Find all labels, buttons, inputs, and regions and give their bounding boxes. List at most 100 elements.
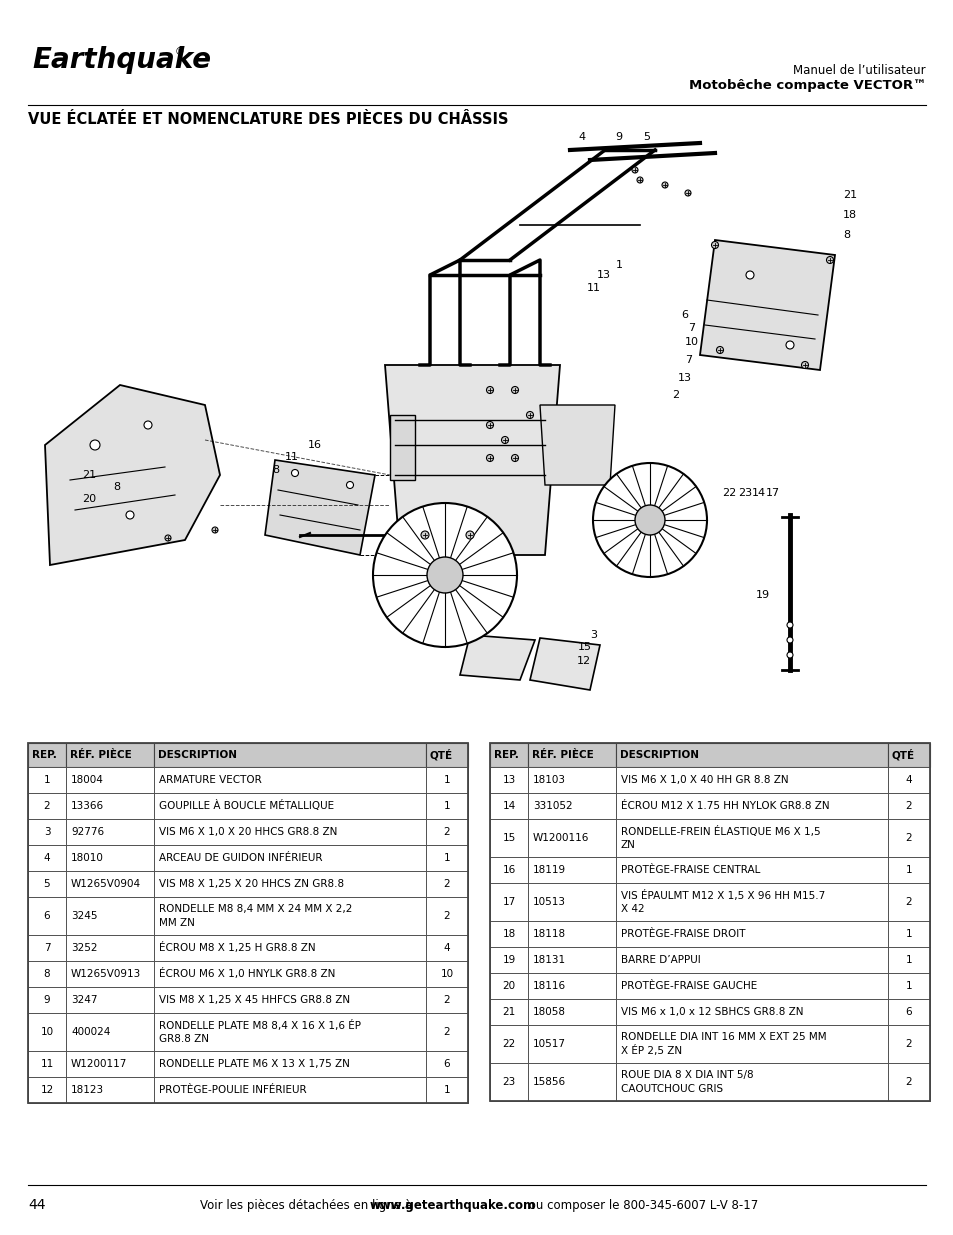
Bar	[490, 743, 929, 1100]
Circle shape	[637, 177, 642, 183]
Bar	[490, 999, 527, 1025]
Text: ®: ®	[174, 47, 185, 57]
Text: 18058: 18058	[533, 1007, 565, 1016]
Text: RONDELLE-FREIN ÉLASTIQUE M6 X 1,5: RONDELLE-FREIN ÉLASTIQUE M6 X 1,5	[620, 826, 820, 836]
Bar	[426, 987, 468, 1013]
Bar	[887, 973, 929, 999]
Circle shape	[486, 454, 493, 462]
Text: 3: 3	[44, 827, 51, 837]
Circle shape	[786, 637, 792, 643]
Circle shape	[346, 482, 354, 489]
Text: W1265V0904: W1265V0904	[71, 879, 141, 889]
Circle shape	[711, 242, 718, 248]
Bar	[28, 1013, 66, 1051]
Text: PROTÈGE-FRAISE CENTRAL: PROTÈGE-FRAISE CENTRAL	[620, 864, 760, 876]
Bar	[527, 857, 616, 883]
Text: 2: 2	[904, 897, 911, 906]
Circle shape	[786, 622, 792, 629]
Polygon shape	[700, 240, 834, 370]
Text: 2: 2	[904, 802, 911, 811]
Text: VIS M6 X 1,0 X 20 HHCS GR8.8 ZN: VIS M6 X 1,0 X 20 HHCS GR8.8 ZN	[159, 827, 337, 837]
Text: VIS M8 X 1,25 X 20 HHCS ZN GR8.8: VIS M8 X 1,25 X 20 HHCS ZN GR8.8	[159, 879, 344, 889]
Text: X ÉP 2,5 ZN: X ÉP 2,5 ZN	[620, 1045, 681, 1056]
Bar	[66, 961, 153, 987]
Text: 2: 2	[904, 1039, 911, 1049]
Circle shape	[631, 167, 638, 173]
Text: 1: 1	[443, 853, 450, 863]
Text: 15: 15	[578, 642, 592, 652]
Text: 3247: 3247	[71, 995, 97, 1005]
Circle shape	[486, 387, 493, 394]
Bar	[153, 819, 426, 845]
Circle shape	[511, 387, 518, 394]
Circle shape	[90, 440, 100, 450]
Text: 19: 19	[502, 955, 515, 965]
Bar	[28, 845, 66, 871]
Text: 10: 10	[40, 1028, 53, 1037]
Bar	[616, 921, 887, 947]
Circle shape	[526, 411, 533, 419]
Bar	[887, 1025, 929, 1063]
Text: 15: 15	[502, 832, 515, 844]
Text: 4: 4	[578, 132, 584, 142]
Text: 13: 13	[502, 776, 515, 785]
Text: 2: 2	[443, 911, 450, 921]
Text: 6: 6	[443, 1058, 450, 1070]
Text: 18116: 18116	[533, 981, 565, 990]
Text: 9: 9	[615, 132, 621, 142]
Bar	[153, 767, 426, 793]
Text: 18: 18	[502, 929, 515, 939]
Text: QTÉ: QTÉ	[430, 750, 453, 761]
Polygon shape	[45, 385, 220, 564]
Text: 21: 21	[842, 190, 856, 200]
Text: GOUPILLE À BOUCLE MÉTALLIQUE: GOUPILLE À BOUCLE MÉTALLIQUE	[159, 800, 334, 811]
Circle shape	[661, 182, 667, 188]
Bar	[153, 1013, 426, 1051]
Text: Manuel de l’utilisateur: Manuel de l’utilisateur	[793, 63, 925, 77]
Text: GR8.8 ZN: GR8.8 ZN	[159, 1034, 209, 1044]
Text: 2: 2	[443, 879, 450, 889]
Text: Earthquake: Earthquake	[32, 46, 211, 74]
Text: RÉF. PIÈCE: RÉF. PIÈCE	[532, 750, 593, 760]
Text: 23: 23	[502, 1077, 515, 1087]
Text: 10: 10	[440, 969, 453, 979]
Text: BARRE D’APPUI: BARRE D’APPUI	[620, 955, 700, 965]
Bar	[66, 793, 153, 819]
Circle shape	[801, 362, 807, 368]
Bar	[887, 947, 929, 973]
Bar	[153, 1077, 426, 1103]
Text: VUE ÉCLATÉE ET NOMENCLATURE DES PIÈCES DU CHÂSSIS: VUE ÉCLATÉE ET NOMENCLATURE DES PIÈCES D…	[28, 112, 508, 127]
Text: 18010: 18010	[71, 853, 104, 863]
Bar	[616, 857, 887, 883]
Bar	[527, 743, 616, 767]
Text: X 42: X 42	[620, 904, 644, 914]
Polygon shape	[530, 638, 599, 690]
Text: 18103: 18103	[533, 776, 565, 785]
Text: RONDELLE DIA INT 16 MM X EXT 25 MM: RONDELLE DIA INT 16 MM X EXT 25 MM	[620, 1032, 825, 1042]
Bar	[28, 767, 66, 793]
Text: 19: 19	[755, 590, 769, 600]
Circle shape	[786, 652, 792, 658]
Bar	[616, 947, 887, 973]
Bar	[490, 921, 527, 947]
Text: 4: 4	[44, 853, 51, 863]
Text: RONDELLE M8 8,4 MM X 24 MM X 2,2: RONDELLE M8 8,4 MM X 24 MM X 2,2	[159, 904, 352, 914]
Text: 22: 22	[502, 1039, 515, 1049]
Bar	[426, 845, 468, 871]
Text: 7: 7	[44, 944, 51, 953]
Text: 8: 8	[272, 466, 279, 475]
Text: 20: 20	[502, 981, 515, 990]
Text: REP.: REP.	[32, 750, 57, 760]
Text: 1: 1	[44, 776, 51, 785]
Circle shape	[144, 421, 152, 429]
Bar	[490, 743, 527, 767]
Bar	[153, 845, 426, 871]
Bar	[153, 871, 426, 897]
Text: 23: 23	[738, 488, 751, 498]
Bar	[527, 947, 616, 973]
Text: PROTÈGE-POULIE INFÉRIEUR: PROTÈGE-POULIE INFÉRIEUR	[159, 1086, 306, 1095]
Bar	[616, 973, 887, 999]
Text: 22: 22	[721, 488, 736, 498]
Text: 1: 1	[616, 261, 622, 270]
Bar	[28, 743, 66, 767]
